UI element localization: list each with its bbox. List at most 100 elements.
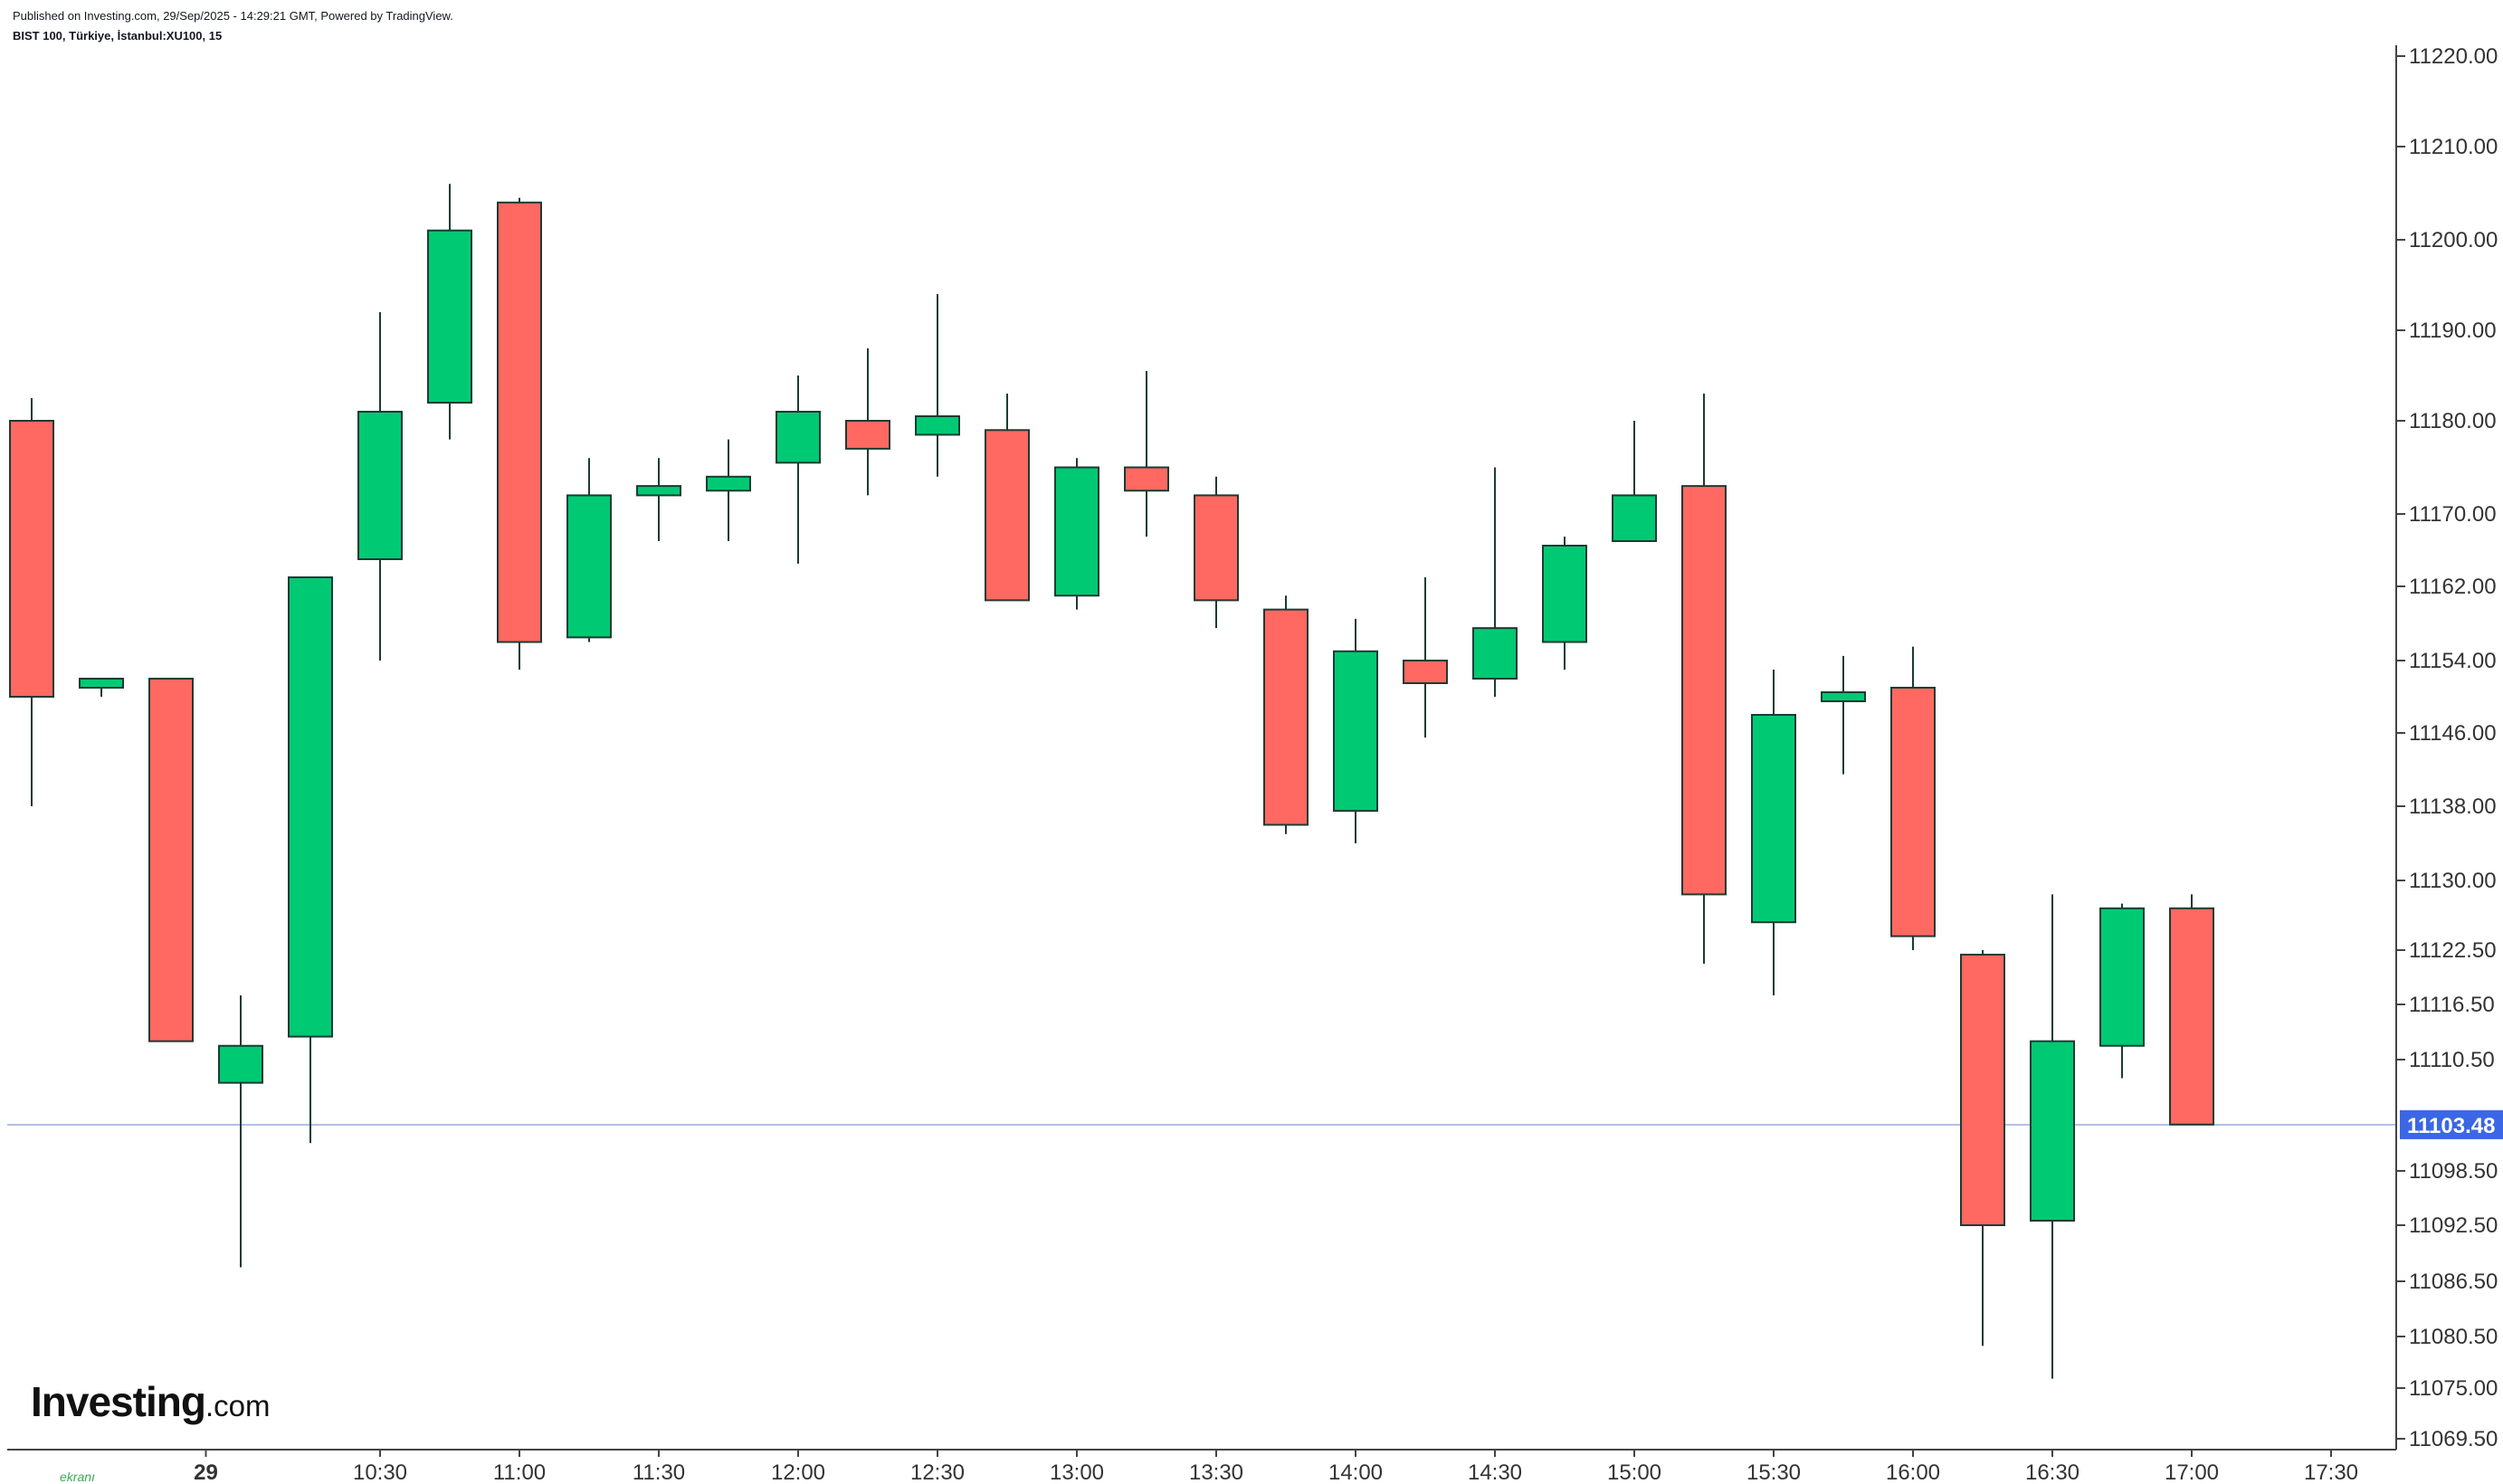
time-tick-label: 12:00 <box>771 1460 825 1484</box>
candle-body-down <box>2169 907 2214 1126</box>
price-tick-label: 11210.00 <box>2409 135 2498 159</box>
ekrani-watermark: ekranı <box>60 1470 95 1484</box>
candle-body-up <box>566 494 612 639</box>
candle-body-down <box>985 429 1030 602</box>
candle-body-up <box>1751 714 1796 924</box>
candle-body-up <box>1333 650 1378 813</box>
price-tick-label: 11200.00 <box>2409 228 2498 252</box>
logo-suffix: .com <box>205 1389 271 1422</box>
candle <box>218 995 263 1268</box>
price-tick-label: 11116.50 <box>2409 993 2495 1017</box>
candle-body-down <box>845 420 890 450</box>
candle-body-down <box>1194 494 1239 602</box>
time-axis: 29 10:30 11:00 11:30 12:00 12:30 13:00 13:30 14:… <box>7 1449 2396 1484</box>
candle-body-down <box>1124 466 1169 492</box>
candle <box>1194 476 1239 629</box>
candle <box>1263 595 1309 834</box>
candle <box>985 394 1030 602</box>
candle <box>1333 618 1378 843</box>
price-tick-label: 11190.00 <box>2409 319 2497 343</box>
time-tick-label: 11:30 <box>633 1460 685 1484</box>
price-tick-label: 11098.50 <box>2409 1159 2498 1184</box>
current-price-badge-label: 11103.48 <box>2407 1114 2495 1138</box>
logo-brand: Investing <box>31 1378 206 1425</box>
candle <box>1821 655 1866 775</box>
candle-body-down <box>497 201 542 643</box>
price-tick-label: 11086.50 <box>2409 1270 2498 1294</box>
candle <box>776 376 821 564</box>
price-tick-label: 11154.00 <box>2409 649 2497 673</box>
price-tick-label: 11170.00 <box>2409 502 2497 527</box>
candle <box>2169 894 2214 1126</box>
candle <box>2030 894 2075 1379</box>
investing-logo: Investing.com <box>31 1377 270 1426</box>
candle <box>357 312 403 661</box>
candle-body-down <box>1960 954 2005 1226</box>
candle <box>497 197 542 670</box>
candle <box>636 458 681 541</box>
candle-body-up <box>2030 1040 2075 1222</box>
candle-body-down <box>148 678 194 1042</box>
candle-body-up <box>1821 691 1866 702</box>
current-price-badge: 11103.48 <box>2400 1109 2503 1139</box>
candle <box>148 678 194 1042</box>
candle <box>845 348 890 496</box>
time-tick-label: 17:30 <box>2304 1460 2358 1484</box>
price-tick-label: 11138.00 <box>2409 794 2497 819</box>
candle-body-up <box>776 411 821 464</box>
time-tick-label: 13:00 <box>1050 1460 1104 1484</box>
time-tick-label: 14:00 <box>1328 1460 1383 1484</box>
candle-body-up <box>427 229 472 404</box>
candle <box>288 576 333 1144</box>
candle <box>1751 670 1796 995</box>
candle-body-down <box>1890 687 1936 937</box>
candle-body-up <box>357 411 403 560</box>
price-tick-label: 11110.50 <box>2409 1048 2495 1072</box>
time-tick-label: 16:30 <box>2025 1460 2079 1484</box>
time-tick-label: 15:00 <box>1607 1460 1661 1484</box>
price-tick-label: 11180.00 <box>2409 409 2497 433</box>
price-tick-label: 11162.00 <box>2409 575 2497 599</box>
candle <box>79 678 124 697</box>
candle-body-down <box>1403 660 1448 684</box>
time-tick-label: 10:30 <box>353 1460 407 1484</box>
published-caption: Published on Investing.com, 29/Sep/2025 … <box>13 9 453 23</box>
candle <box>1403 577 1448 738</box>
time-tick-label: 29 <box>194 1460 218 1484</box>
time-tick-label: 11:00 <box>493 1460 546 1484</box>
candle-body-up <box>288 576 333 1038</box>
candle <box>1960 950 2005 1346</box>
candle-body-up <box>2099 907 2145 1047</box>
candle-body-down <box>1681 485 1727 896</box>
candle <box>2099 903 2145 1079</box>
candle <box>1472 467 1518 697</box>
candle <box>566 458 612 642</box>
price-tick-label: 11080.50 <box>2409 1325 2498 1349</box>
candle-body-up <box>636 485 681 497</box>
candle <box>706 439 751 541</box>
candle <box>1612 421 1657 543</box>
price-tick-label: 11122.50 <box>2409 938 2497 963</box>
time-tick-label: 15:30 <box>1746 1460 1801 1484</box>
time-tick-label: 12:30 <box>910 1460 965 1484</box>
candles-layer <box>9 184 2214 1379</box>
candle-body-up <box>1542 545 1587 643</box>
candle-body-up <box>915 415 960 436</box>
candle-body-down <box>1263 608 1309 826</box>
candle-body-up <box>1054 466 1099 597</box>
candle-body-up <box>1472 627 1518 680</box>
candle <box>9 398 54 806</box>
price-tick-label: 11220.00 <box>2409 44 2498 69</box>
candle <box>427 184 472 440</box>
price-tick-label: 11146.00 <box>2409 721 2497 746</box>
candle <box>915 294 960 477</box>
candle <box>1054 458 1099 610</box>
candle <box>1124 371 1169 537</box>
candle <box>1681 394 1727 964</box>
current-price-badge-bg <box>2400 1109 2503 1139</box>
candle-body-up <box>79 678 124 689</box>
time-tick-label: 14:30 <box>1468 1460 1522 1484</box>
candle-body-up <box>218 1044 263 1084</box>
symbol-title: BIST 100, Türkiye, İstanbul:XU100, 15 <box>13 29 223 43</box>
